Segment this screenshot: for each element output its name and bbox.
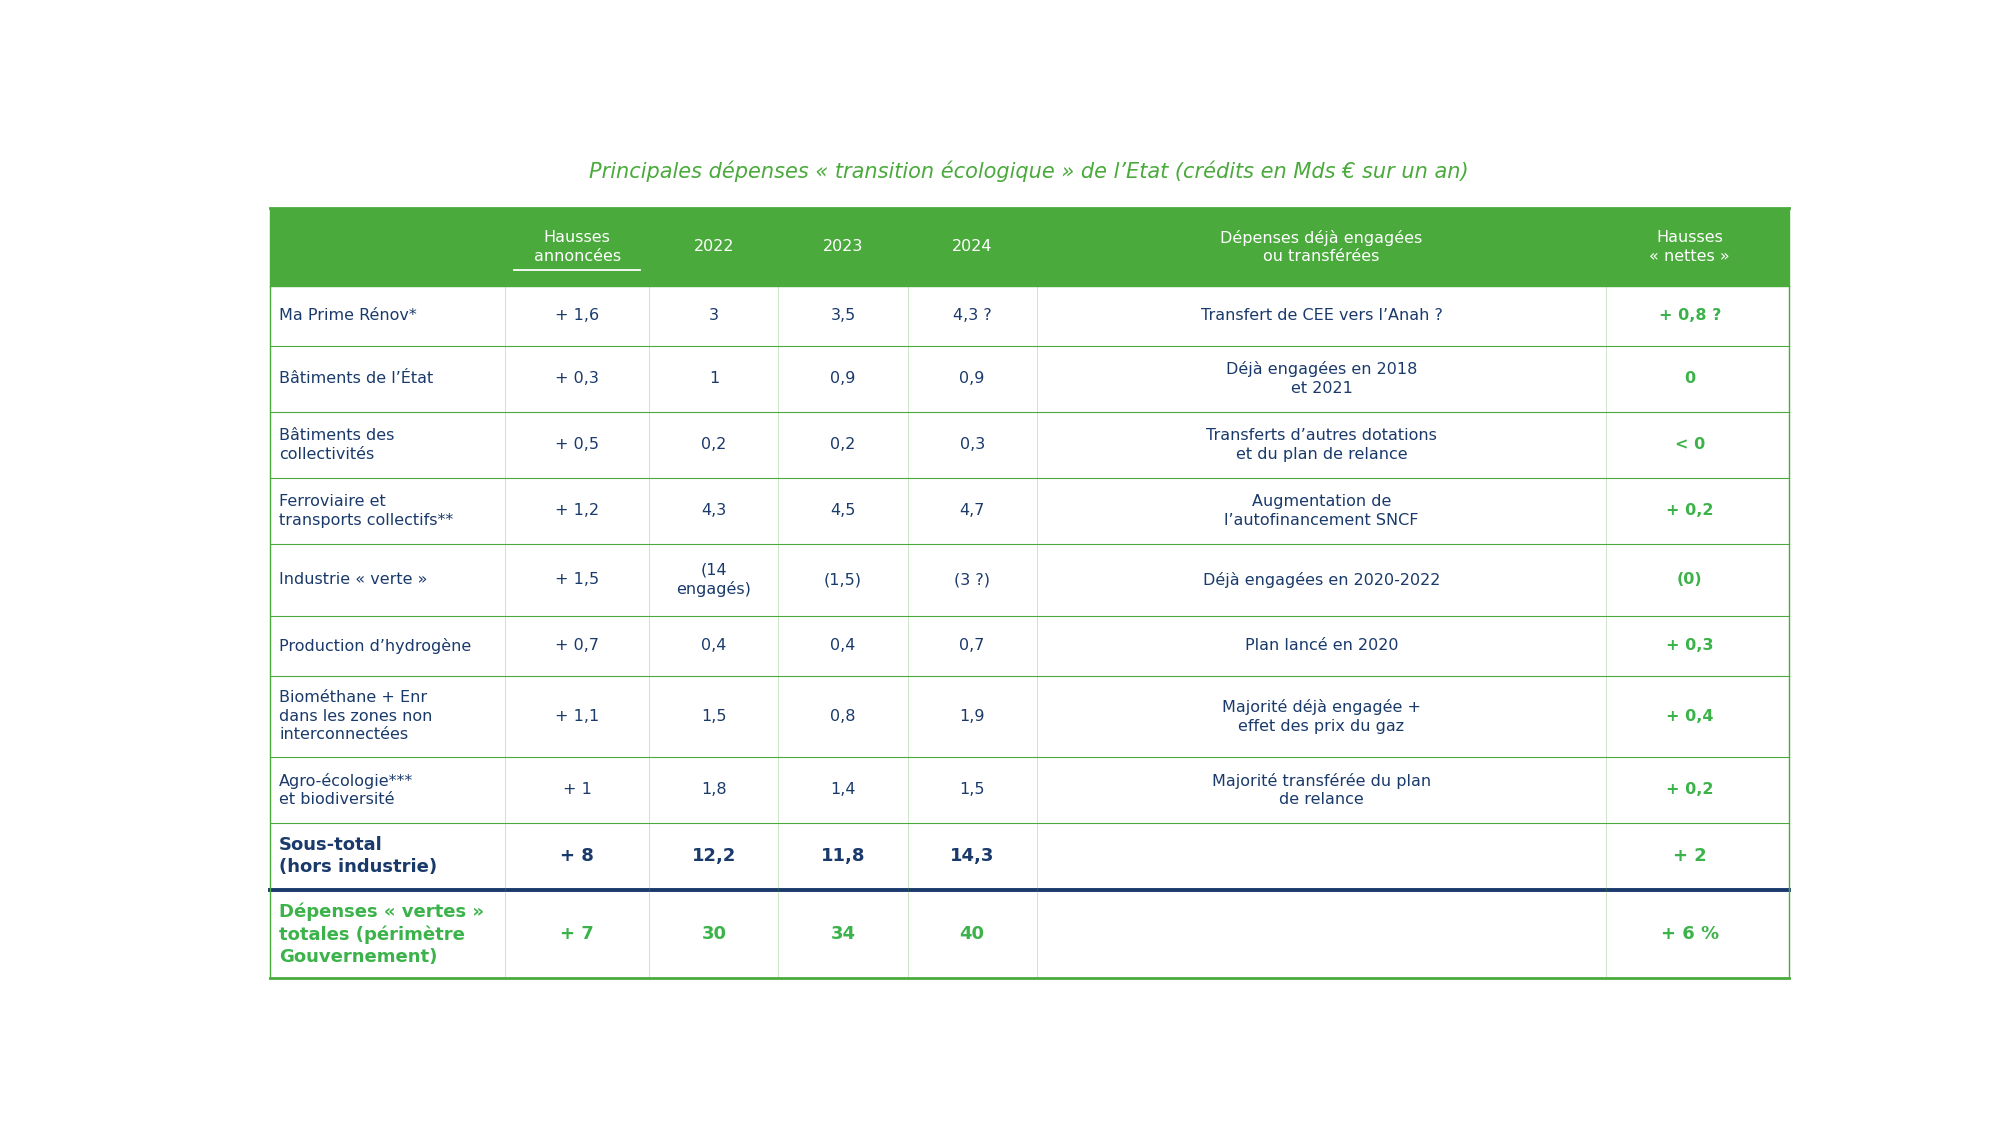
Text: 0,2: 0,2 bbox=[831, 438, 855, 453]
Text: 1,9: 1,9 bbox=[959, 708, 983, 724]
Text: + 8: + 8 bbox=[560, 847, 594, 865]
Text: Dépenses « vertes »
totales (périmètre
Gouvernement): Dépenses « vertes » totales (périmètre G… bbox=[279, 902, 484, 966]
Text: 14,3: 14,3 bbox=[949, 847, 993, 865]
Text: 3,5: 3,5 bbox=[831, 308, 855, 323]
Text: 30: 30 bbox=[700, 925, 727, 943]
Text: 12,2: 12,2 bbox=[690, 847, 737, 865]
Text: 4,3 ?: 4,3 ? bbox=[951, 308, 991, 323]
Text: Déjà engagées en 2020-2022: Déjà engagées en 2020-2022 bbox=[1202, 572, 1439, 588]
Text: + 6 %: + 6 % bbox=[1660, 925, 1718, 943]
FancyBboxPatch shape bbox=[269, 823, 1788, 890]
Text: 0: 0 bbox=[1684, 371, 1694, 386]
Text: + 0,5: + 0,5 bbox=[556, 438, 598, 453]
Text: 0,2: 0,2 bbox=[700, 438, 727, 453]
Text: + 0,4: + 0,4 bbox=[1666, 708, 1712, 724]
Text: 2022: 2022 bbox=[692, 240, 735, 254]
Text: + 0,3: + 0,3 bbox=[1666, 638, 1712, 653]
FancyBboxPatch shape bbox=[269, 411, 1788, 478]
Text: 0,8: 0,8 bbox=[829, 708, 855, 724]
FancyBboxPatch shape bbox=[269, 890, 1788, 979]
Text: < 0: < 0 bbox=[1674, 438, 1704, 453]
Text: + 7: + 7 bbox=[560, 925, 594, 943]
Text: Bâtiments de l’État: Bâtiments de l’État bbox=[279, 371, 434, 386]
Text: Hausses
annoncées: Hausses annoncées bbox=[534, 230, 620, 264]
Text: Bâtiments des
collectivités: Bâtiments des collectivités bbox=[279, 427, 393, 462]
Text: 0,4: 0,4 bbox=[831, 638, 855, 653]
Text: Augmentation de
l’autofinancement SNCF: Augmentation de l’autofinancement SNCF bbox=[1224, 494, 1419, 527]
Text: Production d’hydrogène: Production d’hydrogène bbox=[279, 638, 472, 654]
Text: 11,8: 11,8 bbox=[821, 847, 865, 865]
Text: Biométhane + Enr
dans les zones non
interconnectées: Biométhane + Enr dans les zones non inte… bbox=[279, 690, 432, 743]
FancyBboxPatch shape bbox=[269, 478, 1788, 544]
Text: Hausses
« nettes »: Hausses « nettes » bbox=[1648, 230, 1730, 264]
Text: + 1,1: + 1,1 bbox=[554, 708, 598, 724]
Text: 40: 40 bbox=[959, 925, 983, 943]
Text: Agro-écologie***
et biodiversité: Agro-écologie*** et biodiversité bbox=[279, 772, 413, 807]
FancyBboxPatch shape bbox=[269, 756, 1788, 823]
Text: 1,8: 1,8 bbox=[700, 783, 727, 798]
Text: 4,3: 4,3 bbox=[700, 503, 727, 518]
Text: + 0,8 ?: + 0,8 ? bbox=[1658, 308, 1720, 323]
Text: (0): (0) bbox=[1676, 572, 1702, 587]
Text: + 0,2: + 0,2 bbox=[1666, 503, 1712, 518]
Text: 0,4: 0,4 bbox=[700, 638, 727, 653]
Text: Plan lancé en 2020: Plan lancé en 2020 bbox=[1244, 638, 1397, 653]
Text: Ma Prime Rénov*: Ma Prime Rénov* bbox=[279, 308, 417, 323]
Text: 2023: 2023 bbox=[823, 240, 863, 254]
Text: (3 ?): (3 ?) bbox=[953, 572, 989, 587]
Text: 0,7: 0,7 bbox=[959, 638, 983, 653]
Text: 0,9: 0,9 bbox=[959, 371, 983, 386]
Text: 1,4: 1,4 bbox=[829, 783, 855, 798]
Text: Transferts d’autres dotations
et du plan de relance: Transferts d’autres dotations et du plan… bbox=[1206, 427, 1437, 462]
Text: 2024: 2024 bbox=[951, 240, 991, 254]
Text: Sous-total
(hors industrie): Sous-total (hors industrie) bbox=[279, 837, 438, 877]
Text: Industrie « verte »: Industrie « verte » bbox=[279, 572, 427, 587]
FancyBboxPatch shape bbox=[269, 544, 1788, 615]
FancyBboxPatch shape bbox=[269, 285, 1788, 346]
Text: Principales dépenses « transition écologique » de l’Etat (crédits en Mds € sur u: Principales dépenses « transition écolog… bbox=[588, 160, 1469, 182]
Text: + 0,7: + 0,7 bbox=[556, 638, 598, 653]
Text: 0,9: 0,9 bbox=[831, 371, 855, 386]
Text: Dépenses déjà engagées
ou transférées: Dépenses déjà engagées ou transférées bbox=[1220, 229, 1421, 265]
Text: (1,5): (1,5) bbox=[823, 572, 861, 587]
Text: 4,5: 4,5 bbox=[831, 503, 855, 518]
Text: + 1: + 1 bbox=[562, 783, 592, 798]
FancyBboxPatch shape bbox=[269, 615, 1788, 676]
Text: Ferroviaire et
transports collectifs**: Ferroviaire et transports collectifs** bbox=[279, 494, 454, 527]
Text: 1,5: 1,5 bbox=[959, 783, 983, 798]
FancyBboxPatch shape bbox=[269, 676, 1788, 756]
Text: 4,7: 4,7 bbox=[959, 503, 983, 518]
Text: Transfert de CEE vers l’Anah ?: Transfert de CEE vers l’Anah ? bbox=[1200, 308, 1441, 323]
Text: 0,3: 0,3 bbox=[959, 438, 983, 453]
FancyBboxPatch shape bbox=[269, 346, 1788, 411]
FancyBboxPatch shape bbox=[269, 209, 1788, 285]
Text: (14
engagés): (14 engagés) bbox=[676, 563, 751, 597]
Text: + 1,2: + 1,2 bbox=[554, 503, 598, 518]
Text: + 2: + 2 bbox=[1672, 847, 1706, 865]
Text: 1,5: 1,5 bbox=[700, 708, 727, 724]
Text: 3: 3 bbox=[708, 308, 719, 323]
Text: + 1,5: + 1,5 bbox=[554, 572, 598, 587]
Text: Majorité déjà engagée +
effet des prix du gaz: Majorité déjà engagée + effet des prix d… bbox=[1222, 699, 1421, 733]
Text: 1: 1 bbox=[708, 371, 719, 386]
Text: + 0,3: + 0,3 bbox=[556, 371, 598, 386]
Text: + 1,6: + 1,6 bbox=[554, 308, 598, 323]
Text: + 0,2: + 0,2 bbox=[1666, 783, 1712, 798]
Text: Majorité transférée du plan
de relance: Majorité transférée du plan de relance bbox=[1212, 772, 1431, 807]
Text: Déjà engagées en 2018
et 2021: Déjà engagées en 2018 et 2021 bbox=[1224, 361, 1417, 397]
Text: 34: 34 bbox=[831, 925, 855, 943]
